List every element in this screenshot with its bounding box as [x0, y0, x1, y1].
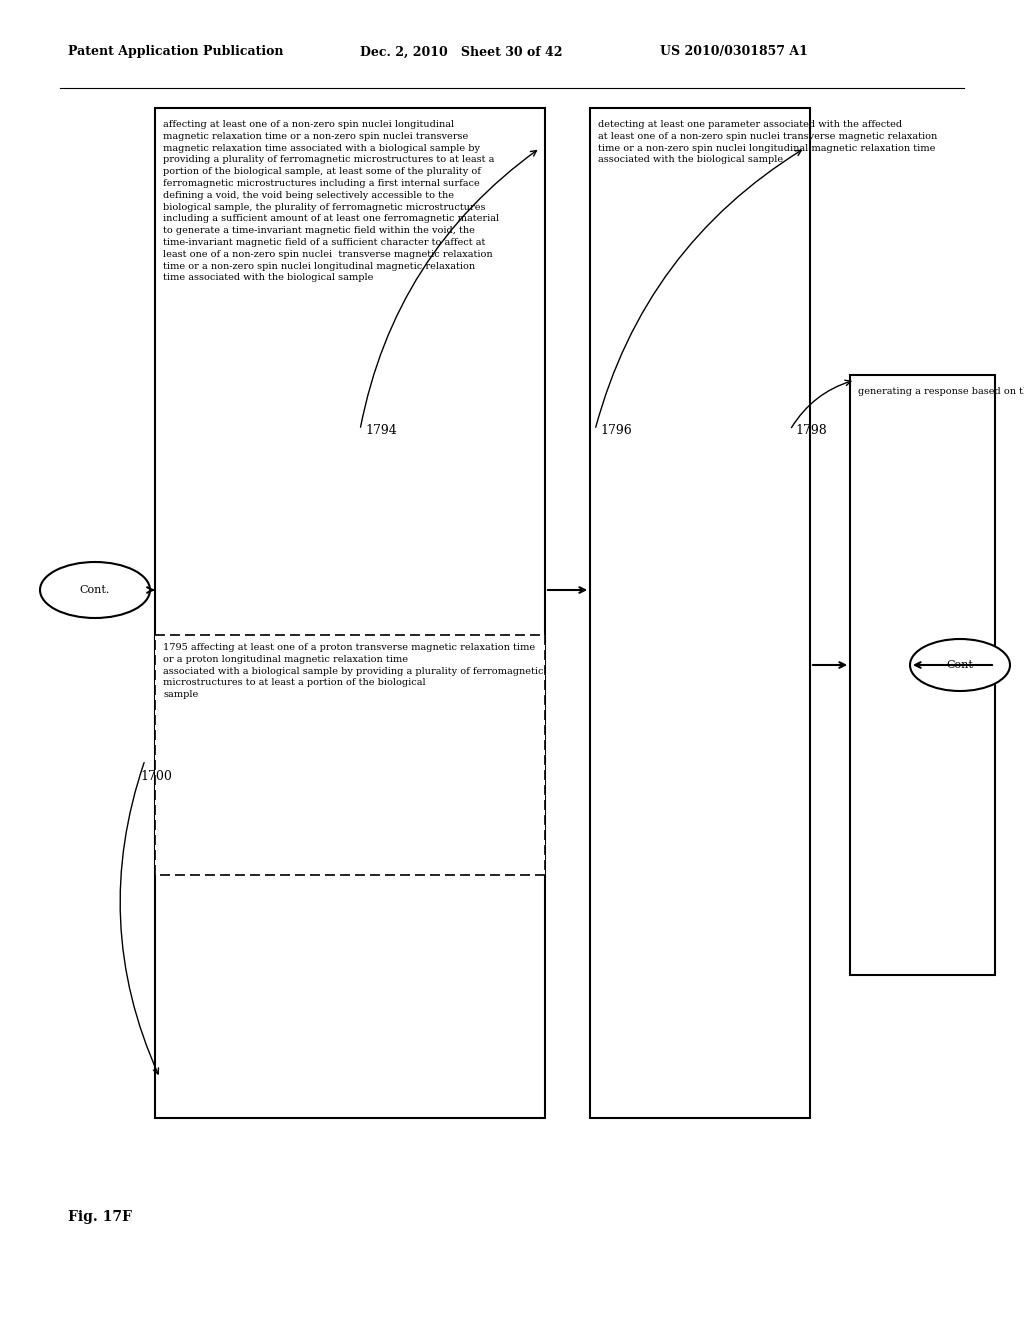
- Text: 1798: 1798: [795, 424, 826, 437]
- Bar: [155, 108, 545, 1118]
- Text: Patent Application Publication: Patent Application Publication: [68, 45, 284, 58]
- Text: US 2010/0301857 A1: US 2010/0301857 A1: [660, 45, 808, 58]
- Text: Fig. 17F: Fig. 17F: [68, 1210, 132, 1224]
- Text: 1794: 1794: [365, 424, 396, 437]
- Ellipse shape: [910, 639, 1010, 690]
- Ellipse shape: [40, 562, 150, 618]
- Text: detecting at least one parameter associated with the affected
at least one of a : detecting at least one parameter associa…: [598, 120, 937, 165]
- Text: generating a response based on the detected at least one parameter: generating a response based on the detec…: [858, 387, 1024, 396]
- Bar: [590, 108, 810, 1118]
- Text: Cont.: Cont.: [80, 585, 111, 595]
- Text: 1796: 1796: [600, 424, 632, 437]
- Bar: [155, 635, 545, 875]
- Text: Dec. 2, 2010   Sheet 30 of 42: Dec. 2, 2010 Sheet 30 of 42: [360, 45, 562, 58]
- Text: 1795 affecting at least one of a proton transverse magnetic relaxation time
or a: 1795 affecting at least one of a proton …: [163, 643, 544, 700]
- Text: affecting at least one of a non-zero spin nuclei longitudinal
magnetic relaxatio: affecting at least one of a non-zero spi…: [163, 120, 499, 282]
- Bar: [850, 375, 995, 975]
- Text: Cont: Cont: [946, 660, 974, 671]
- Text: 1700: 1700: [140, 770, 172, 783]
